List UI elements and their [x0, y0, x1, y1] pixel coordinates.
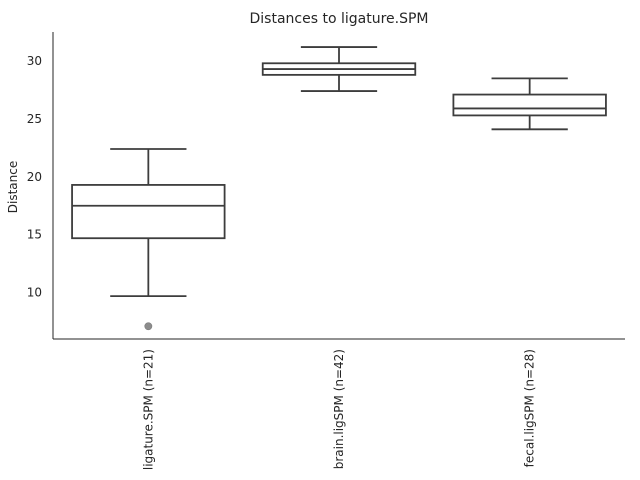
x-tick-label: fecal.ligSPM (n=28)	[523, 349, 537, 467]
y-tick-label: 25	[27, 112, 42, 126]
y-tick-label: 30	[27, 54, 42, 68]
y-tick-label: 20	[27, 170, 42, 184]
x-tick-label: ligature.SPM (n=21)	[141, 349, 155, 470]
y-tick-label: 15	[27, 228, 42, 242]
plot-area: 10 15 20 25 30 ligature.SPM (n=21) brain.ligSP…	[27, 32, 625, 470]
box-iqr	[71, 184, 226, 240]
outlier-point	[144, 322, 153, 331]
y-axis-title: Distance	[6, 161, 20, 213]
chart-title: Distances to ligature.SPM	[250, 11, 429, 27]
x-tick-label: brain.ligSPM (n=42)	[332, 349, 346, 469]
y-tick-label: 10	[27, 286, 42, 300]
box-iqr	[452, 93, 607, 117]
